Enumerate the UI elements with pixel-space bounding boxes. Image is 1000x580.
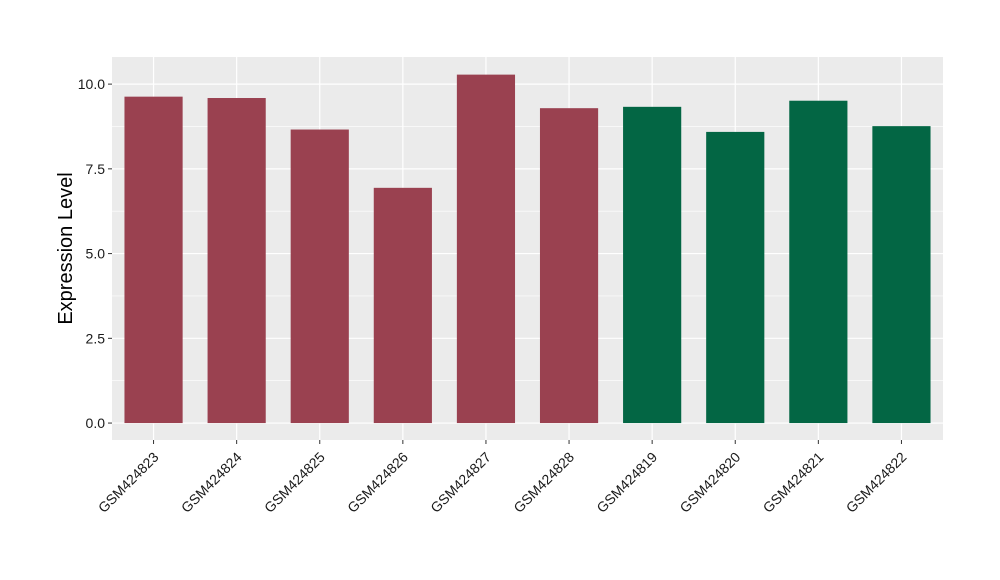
y-tick-label: 7.5 xyxy=(86,161,106,177)
bar-GSM424828 xyxy=(539,108,599,424)
bar-GSM424822 xyxy=(872,126,931,424)
bar-GSM424826 xyxy=(373,187,432,424)
bar-GSM424823 xyxy=(124,96,183,424)
bar-GSM424824 xyxy=(207,98,266,424)
bar-GSM424825 xyxy=(290,129,349,424)
y-axis: 0.0 2.5 5.0 7.5 10.0 xyxy=(78,76,112,431)
x-tick-label: GSM424819 xyxy=(593,449,660,516)
bars xyxy=(124,74,931,424)
bar-GSM424821 xyxy=(789,100,848,424)
y-tick-label: 5.0 xyxy=(86,246,106,262)
x-axis: GSM424823 GSM424824 GSM424825 GSM424826 GSM4… xyxy=(95,440,910,516)
bar-GSM424827 xyxy=(456,74,516,424)
bar-GSM424820 xyxy=(706,131,765,424)
y-tick-label: 2.5 xyxy=(86,330,106,346)
y-tick-label: 0.0 xyxy=(86,415,106,431)
x-tick-label: GSM424820 xyxy=(676,449,743,516)
y-tick-label: 10.0 xyxy=(78,76,105,92)
x-tick-label: GSM424827 xyxy=(427,449,494,516)
x-tick-label: GSM424826 xyxy=(344,449,411,516)
x-tick-label: GSM424824 xyxy=(178,449,245,516)
x-tick-label: GSM424823 xyxy=(95,449,162,516)
x-tick-label: GSM424822 xyxy=(843,449,910,516)
x-tick-label: GSM424828 xyxy=(510,449,577,516)
x-tick-label: GSM424821 xyxy=(760,449,827,516)
y-axis-title: Expression Level xyxy=(55,172,77,324)
bar-GSM424819 xyxy=(623,106,682,424)
x-tick-label: GSM424825 xyxy=(261,449,328,516)
